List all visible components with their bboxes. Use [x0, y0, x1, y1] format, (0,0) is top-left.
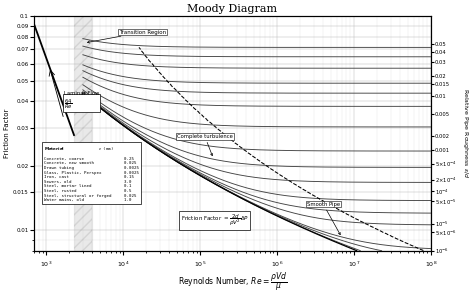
- Text: $\bf{Material}$              $\varepsilon$ (mm)

Concrete, coarse               : $\bf{Material}$ $\varepsilon$ (mm) Concr…: [44, 145, 139, 202]
- Text: Smooth Pipe: Smooth Pipe: [307, 202, 340, 235]
- Text: Transition Region: Transition Region: [88, 30, 166, 43]
- Bar: [74, 16, 92, 251]
- Bar: [74, 16, 92, 251]
- Text: Complete turbulence: Complete turbulence: [177, 134, 233, 156]
- Title: Moody Diagram: Moody Diagram: [188, 4, 278, 14]
- Y-axis label: Friction Factor: Friction Factor: [4, 109, 10, 158]
- Text: Friction Factor $= \dfrac{2d}{\rho V^2}\Delta P$: Friction Factor $= \dfrac{2d}{\rho V^2}\…: [181, 212, 249, 228]
- Text: Laminar Flow
$\dfrac{64}{Re}$: Laminar Flow $\dfrac{64}{Re}$: [64, 91, 99, 111]
- X-axis label: Reynolds Number, $Re = \dfrac{\rho V d}{\mu}$: Reynolds Number, $Re = \dfrac{\rho V d}{…: [178, 271, 287, 293]
- Y-axis label: Relative Pipe Roughness $\varepsilon/d$: Relative Pipe Roughness $\varepsilon/d$: [461, 88, 470, 179]
